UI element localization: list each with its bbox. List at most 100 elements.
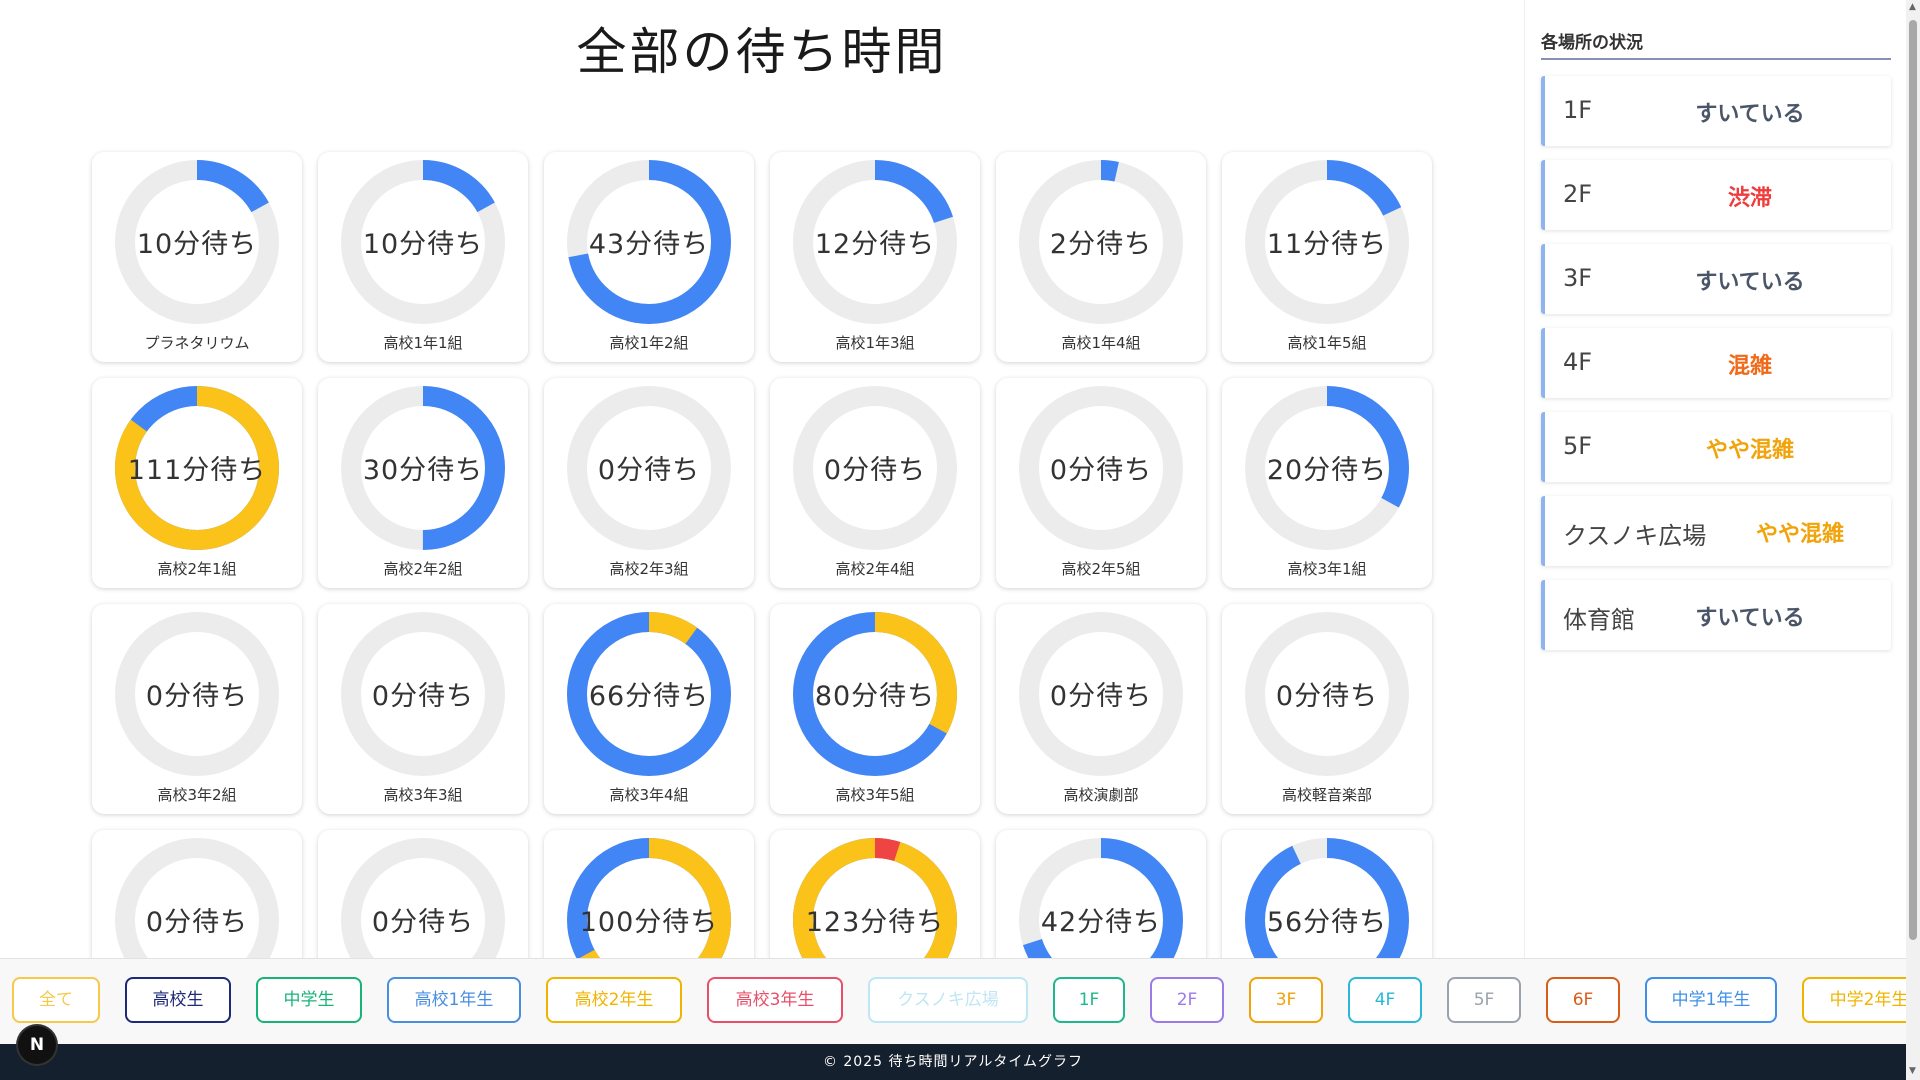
wait-time-label: 0分待ち <box>371 681 475 712</box>
wait-card[interactable]: 0分待ち <box>92 830 302 958</box>
wait-card[interactable]: 0分待ち 高校軽音楽部 <box>1222 604 1432 814</box>
wait-ring-chart <box>1019 160 1183 324</box>
filter-chip[interactable]: 5F <box>1447 977 1521 1023</box>
ring-overflow-arc <box>793 612 957 776</box>
status-item[interactable]: 5F やや混雑 <box>1541 412 1891 482</box>
ring-track <box>1245 612 1409 776</box>
filter-chip[interactable]: クスノキ広場 <box>868 977 1028 1023</box>
scroll-up-icon[interactable]: ▲ <box>1909 2 1916 12</box>
wait-time-label: 0分待ち <box>145 681 249 712</box>
wait-card[interactable]: 10分待ち 高校1年1組 <box>318 152 528 362</box>
filter-chip[interactable]: 高校3年生 <box>707 977 843 1023</box>
filter-chip[interactable]: 1F <box>1053 977 1125 1023</box>
wait-card[interactable]: 2分待ち 高校1年4組 <box>996 152 1206 362</box>
ring-wait-arc <box>1019 838 1183 958</box>
ring-wait-arc <box>341 160 505 324</box>
wait-ring-chart <box>793 160 957 324</box>
page-title: 全部の待ち時間 <box>576 23 948 81</box>
status-item[interactable]: 3F すいている <box>1541 244 1891 314</box>
wait-card[interactable]: 80分待ち 高校3年5組 <box>770 604 980 814</box>
wait-time-label: 2分待ち <box>1049 229 1153 260</box>
status-location: 1F <box>1563 96 1593 124</box>
ring-track <box>341 612 505 776</box>
wait-card[interactable]: 43分待ち高校1年2組 <box>544 152 754 362</box>
ring-track <box>1019 612 1183 776</box>
ring-wait-arc <box>1245 838 1409 958</box>
status-value: やや混雑 <box>1755 522 1844 547</box>
status-item[interactable]: 4F 混雑 <box>1541 328 1891 398</box>
wait-ring-chart <box>341 612 505 776</box>
wait-card[interactable]: 0分待ち <box>318 830 528 958</box>
ring-wait-arc <box>1019 160 1183 324</box>
scroll-down-icon[interactable]: ▼ <box>1909 1066 1916 1076</box>
filter-chip[interactable]: 高校1年生 <box>387 977 521 1023</box>
filter-chip[interactable]: 4F <box>1348 977 1422 1023</box>
status-value: やや混雑 <box>1705 438 1794 463</box>
filter-chip[interactable]: 高校2年生 <box>546 977 682 1023</box>
wait-card[interactable]: 12分待ち 高校1年3組 <box>770 152 980 362</box>
wait-ring-chart <box>1245 160 1409 324</box>
status-item[interactable]: 2F 渋滞 <box>1541 160 1891 230</box>
main-content[interactable]: 全部の待ち時間 10分待ち プラネタリウム 10分待ち 高校1年1組 43分待ち 高校1年… <box>0 0 1524 958</box>
wait-card[interactable]: 0分待ち 高校3年3組 <box>318 604 528 814</box>
filter-chip[interactable]: 中学2年生 <box>1802 977 1906 1023</box>
filter-chip[interactable]: 中学生 <box>256 977 362 1023</box>
filter-chip[interactable]: 6F <box>1546 977 1620 1023</box>
ring-wait-arc <box>1245 160 1409 324</box>
wait-ring-chart <box>115 612 279 776</box>
wait-card[interactable]: 0分待ち 高校演劇部 <box>996 604 1206 814</box>
wait-card[interactable]: 0分待ち 高校2年4組 <box>770 378 980 588</box>
wait-card-name: 高校3年1組 <box>1287 560 1367 578</box>
wait-card[interactable]: 66分待ち 高校3年4組 <box>544 604 754 814</box>
ring-wait-arc <box>115 160 279 324</box>
wait-card-name: 高校軽音楽部 <box>1281 786 1372 804</box>
ring-track <box>793 386 957 550</box>
scrollbar-thumb[interactable] <box>1909 20 1917 940</box>
wait-card[interactable]: 11分待ち 高校1年5組 <box>1222 152 1432 362</box>
wait-card[interactable]: 100分待ち <box>544 830 754 958</box>
wait-card-name: 高校3年2組 <box>157 786 237 804</box>
wait-card[interactable]: 42分待ち <box>996 830 1206 958</box>
wait-card[interactable]: 123分待ち <box>770 830 980 958</box>
status-item[interactable]: クスノキ広場 やや混雑 <box>1541 496 1891 566</box>
ring-overflow-arc <box>567 838 731 958</box>
wait-time-label: 30分待ち <box>362 455 484 486</box>
status-location: 体育館 <box>1563 606 1635 634</box>
wait-ring-chart <box>1019 386 1183 550</box>
wait-card[interactable]: 111分待ち 高校2年1組 <box>92 378 302 588</box>
filter-chip[interactable]: 高校生 <box>125 977 231 1023</box>
wait-ring-chart <box>793 838 957 958</box>
wait-card[interactable]: 0分待ち高校3年2組 <box>92 604 302 814</box>
scrollbar[interactable]: ▲ ▼ <box>1906 0 1920 1080</box>
sidebar-divider <box>1541 58 1891 60</box>
wait-card[interactable]: 10分待ち プラネタリウム <box>92 152 302 362</box>
status-item[interactable]: 1F すいている <box>1541 76 1891 146</box>
wait-ring-chart <box>567 838 731 958</box>
wait-ring-chart <box>793 386 957 550</box>
status-item[interactable]: 体育館 すいている <box>1541 580 1891 650</box>
wait-card-name: 高校1年2組 <box>609 334 689 352</box>
wait-time-label: 0分待ち <box>597 455 701 486</box>
filter-chip[interactable]: 3F <box>1249 977 1323 1023</box>
ring-track <box>1019 386 1183 550</box>
footer: © 2025 待ち時間リアルタイムグラフ <box>0 1044 1906 1080</box>
wait-card-name: 高校3年5組 <box>835 786 915 804</box>
wait-time-label: 0分待ち <box>823 455 927 486</box>
status-value: すいている <box>1695 102 1805 127</box>
wait-card[interactable]: 0分待ち 高校2年3組 <box>544 378 754 588</box>
filter-chip[interactable]: 2F <box>1150 977 1224 1023</box>
filter-chip[interactable]: 全て <box>12 977 100 1023</box>
wait-time-label: 123分待ち <box>805 907 945 938</box>
wait-card[interactable]: 0分待ち 高校2年5組 <box>996 378 1206 588</box>
filter-bar: 全て 高校生 中学生 高校1年生 高校2年生 高校3年生 クスノキ広場 1F 2F 3F 4F 5F 6… <box>0 958 1906 1044</box>
wait-ring-chart <box>793 612 957 776</box>
wait-time-label: 0分待ち <box>1049 455 1153 486</box>
wait-ring-chart <box>341 838 505 958</box>
ring-overflow-arc <box>567 612 731 776</box>
filter-chip[interactable]: 中学1年生 <box>1645 977 1777 1023</box>
wait-card[interactable]: 20分待ち 高校3年1組 <box>1222 378 1432 588</box>
wait-card[interactable]: 56分待ち <box>1222 830 1432 958</box>
dev-indicator-button[interactable]: N <box>18 1026 56 1064</box>
wait-card[interactable]: 30分待ち 高校2年2組 <box>318 378 528 588</box>
wait-time-label: 43分待ち <box>588 229 710 260</box>
